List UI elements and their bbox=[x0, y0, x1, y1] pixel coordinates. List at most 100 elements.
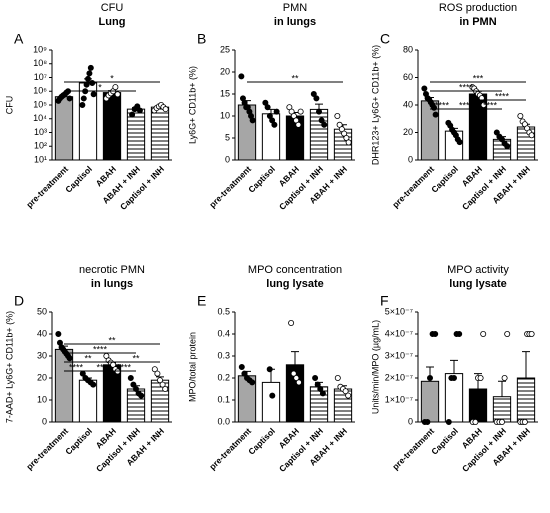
data-point bbox=[312, 375, 319, 382]
panel-subtitle: in lungs bbox=[91, 278, 133, 290]
panel-letter: B bbox=[197, 31, 206, 47]
significance-label: **** bbox=[495, 91, 510, 101]
data-point bbox=[295, 121, 302, 128]
data-point bbox=[238, 364, 245, 371]
y-tick-label: 1×10⁻⁷ bbox=[385, 394, 413, 404]
data-point bbox=[451, 375, 458, 382]
data-point bbox=[313, 95, 320, 102]
panel-letter: C bbox=[380, 31, 390, 47]
bar bbox=[516, 377, 536, 423]
panel-title: ROS production bbox=[439, 2, 517, 14]
data-point bbox=[151, 366, 158, 373]
data-point bbox=[127, 375, 134, 382]
data-point bbox=[271, 121, 278, 128]
y-tick-label: 10⁶ bbox=[33, 86, 47, 96]
y-tick-label: 20 bbox=[403, 127, 413, 137]
panel-title: PMN bbox=[283, 2, 308, 14]
significance-label: *** bbox=[473, 73, 484, 83]
panel-title: MPO concentration bbox=[248, 264, 342, 276]
data-point bbox=[66, 95, 73, 102]
data-point bbox=[445, 418, 452, 425]
data-point bbox=[130, 381, 137, 388]
bar bbox=[102, 92, 122, 161]
error-bar bbox=[315, 103, 323, 110]
data-point bbox=[293, 375, 300, 382]
panel-letter: E bbox=[197, 293, 206, 309]
y-tick-label: 10 bbox=[220, 110, 230, 120]
data-point bbox=[345, 139, 352, 146]
y-tick-label: 10¹ bbox=[34, 154, 47, 164]
y-tick-label: 0.4 bbox=[217, 328, 230, 338]
data-point bbox=[241, 370, 248, 377]
y-tick-label: 10⁴ bbox=[33, 113, 47, 123]
data-point bbox=[249, 117, 256, 124]
y-tick-label: 50 bbox=[37, 306, 47, 316]
data-point bbox=[504, 331, 511, 338]
data-point bbox=[456, 139, 463, 146]
panel-subtitle: Lung bbox=[99, 16, 126, 28]
bar bbox=[54, 96, 74, 161]
data-point bbox=[319, 390, 326, 397]
panel-title: MPO activity bbox=[447, 264, 509, 276]
y-tick-label: 0.3 bbox=[217, 350, 230, 360]
y-axis-label: Units/min/MPO (µg/mL) bbox=[370, 320, 380, 414]
data-point bbox=[154, 370, 161, 377]
data-point bbox=[342, 388, 349, 395]
data-point bbox=[55, 331, 62, 338]
data-point bbox=[321, 121, 328, 128]
data-point bbox=[432, 331, 439, 338]
panel: necrotic PMN in lungs D7-AAD+ Ly6G+ CD11b+… bbox=[4, 264, 172, 474]
data-point bbox=[238, 73, 245, 80]
bar bbox=[492, 396, 512, 423]
significance-label: * bbox=[98, 82, 102, 92]
y-tick-label: 5×10⁻⁷ bbox=[385, 306, 413, 316]
panel-subtitle: lung lysate bbox=[266, 278, 323, 290]
data-point bbox=[90, 91, 97, 98]
y-tick-label: 20 bbox=[37, 372, 47, 382]
x-tick-label: Captisol bbox=[63, 426, 94, 457]
y-tick-label: 0 bbox=[225, 154, 230, 164]
y-tick-label: 10⁹ bbox=[33, 44, 47, 54]
bar bbox=[420, 380, 440, 423]
data-point bbox=[288, 320, 295, 327]
x-tick-label: Captisol bbox=[246, 426, 277, 457]
panel-letter: F bbox=[380, 293, 389, 309]
y-tick-label: 25 bbox=[220, 44, 230, 54]
data-point bbox=[317, 386, 324, 393]
data-point bbox=[80, 95, 87, 102]
y-tick-label: 80 bbox=[403, 44, 413, 54]
y-axis-label: CFU bbox=[4, 96, 14, 115]
bar bbox=[126, 108, 146, 161]
y-tick-label: 10⁵ bbox=[33, 99, 47, 109]
y-axis-label: DHR123+ Ly6G+ CD11b+ (%) bbox=[370, 45, 380, 165]
significance-label: **** bbox=[117, 362, 132, 372]
y-axis-label: MPO/total protein bbox=[187, 332, 197, 402]
data-point bbox=[521, 418, 528, 425]
data-point bbox=[334, 375, 341, 382]
data-point bbox=[136, 107, 143, 114]
y-tick-label: 0.0 bbox=[217, 416, 230, 426]
data-point bbox=[249, 379, 256, 386]
panel-subtitle: in PMN bbox=[459, 16, 496, 28]
data-point bbox=[345, 392, 352, 399]
y-tick-label: 20 bbox=[220, 66, 230, 76]
data-point bbox=[269, 392, 276, 399]
panel-title: necrotic PMN bbox=[79, 264, 145, 276]
data-point bbox=[315, 108, 322, 115]
x-tick-label: Captisol bbox=[429, 426, 460, 457]
significance-label: ** bbox=[84, 353, 92, 363]
data-point bbox=[89, 79, 96, 86]
significance-label: ** bbox=[108, 335, 116, 345]
y-tick-label: 0 bbox=[408, 416, 413, 426]
data-point bbox=[162, 386, 169, 393]
data-point bbox=[528, 132, 535, 139]
data-point bbox=[528, 331, 535, 338]
data-point bbox=[480, 331, 487, 338]
data-point bbox=[295, 379, 302, 386]
data-point bbox=[85, 75, 92, 82]
bar bbox=[444, 373, 464, 423]
y-tick-label: 0.2 bbox=[217, 372, 230, 382]
y-axis-label: 7-AAD+ Ly6G+ CD11b+ (%) bbox=[4, 311, 14, 423]
data-point bbox=[427, 375, 434, 382]
